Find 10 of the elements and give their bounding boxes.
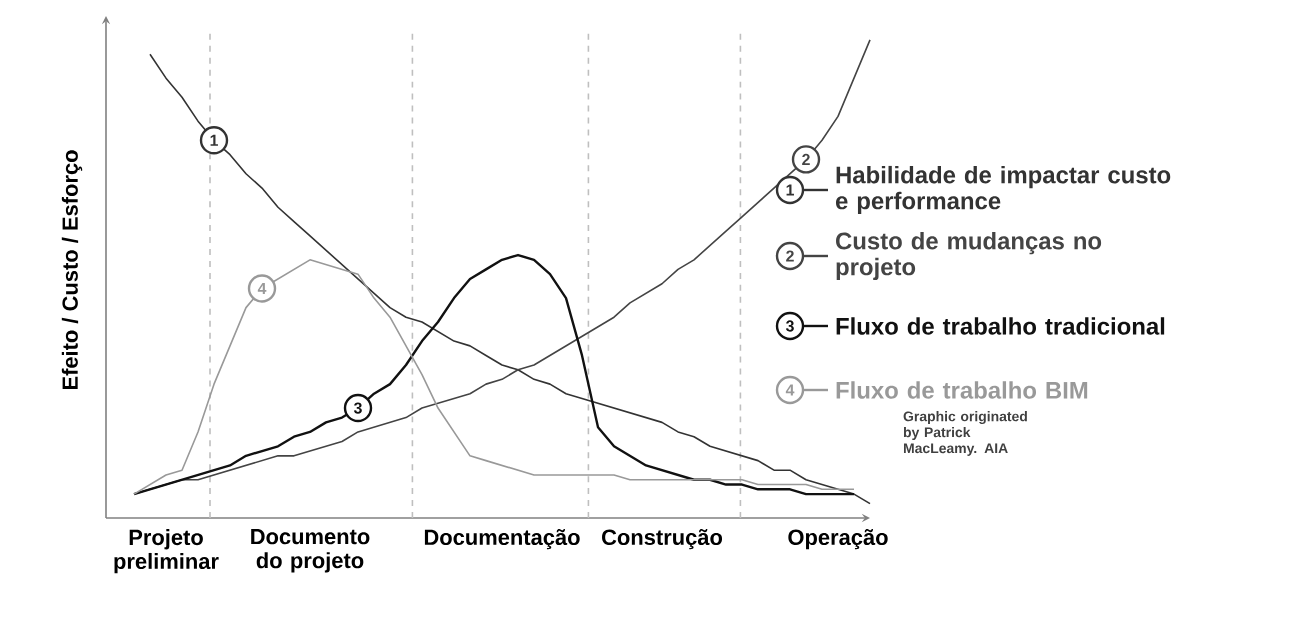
y-axis-title: Efeito / Custo / Esforço	[61, 150, 83, 390]
x-tick-label: Projeto preliminar	[114, 529, 219, 574]
legend-label: Fluxo de trabalho tradicional	[836, 317, 1165, 335]
x-tick-label: Construção	[602, 529, 723, 550]
x-tick-label: Documentação	[424, 529, 580, 550]
legend-label: Habilidade de impactar custo e performance	[835, 165, 1171, 215]
x-tick-label: Operação	[788, 529, 888, 550]
legend-label: Custo de mudanças no projeto	[836, 231, 1102, 281]
legend-label: Fluxo de trabalho BIM	[836, 381, 1088, 399]
x-tick-label: Documento do projeto	[251, 529, 370, 573]
